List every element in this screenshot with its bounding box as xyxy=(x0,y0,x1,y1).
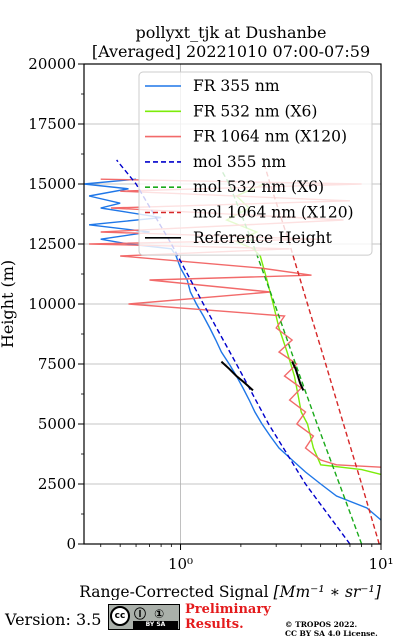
legend-label: FR 355 nm xyxy=(193,77,280,95)
by-sa-icon: Ⓘ ① xyxy=(134,607,167,621)
series-line-reference-height xyxy=(291,361,305,391)
x-tick-label: 10¹ xyxy=(368,555,393,573)
preliminary-notice: Preliminary Results. xyxy=(185,602,271,632)
chart-canvas: 0 2500 5000 7500 10000 12500 15000 17500 20000 10… xyxy=(0,23,394,600)
y-axis-label: Height (m) xyxy=(0,260,17,348)
cc-license-badge: cc Ⓘ ① BY SA xyxy=(108,604,180,630)
series-line-mol-1064-nm-x120- xyxy=(262,159,380,545)
y-tick-label: 5000 xyxy=(38,415,76,433)
legend: FR 355 nm FR 532 nm (X6) FR 1064 nm (X120)… xyxy=(138,71,373,256)
preliminary-line2: Results. xyxy=(185,617,244,632)
axis-ticks: 0 2500 5000 7500 10000 12500 15000 17500 20000 10… xyxy=(28,55,393,573)
series-line-reference-height xyxy=(220,360,254,392)
y-tick-label: 7500 xyxy=(38,355,76,373)
legend-label: FR 1064 nm (X120) xyxy=(193,128,347,146)
legend-label: mol 1064 nm (X120) xyxy=(193,204,354,222)
cc-badge-text: BY SA xyxy=(133,621,178,629)
y-tick-label: 2500 xyxy=(38,475,76,493)
preliminary-line1: Preliminary xyxy=(185,602,271,617)
tropos-line2: CC BY SA 4.0 License. xyxy=(285,629,378,638)
legend-label: mol 355 nm xyxy=(193,153,286,171)
y-tick-label: 15000 xyxy=(28,175,76,193)
tropos-line1: © TROPOS 2022. xyxy=(285,620,358,629)
y-tick-label: 0 xyxy=(66,535,76,553)
legend-label: FR 532 nm (X6) xyxy=(193,102,317,120)
cc-icon: cc xyxy=(110,606,130,626)
y-tick-label: 17500 xyxy=(28,115,76,133)
legend-label: mol 532 nm (X6) xyxy=(193,178,324,196)
y-tick-label: 10000 xyxy=(28,295,76,313)
tropos-copyright: © TROPOS 2022. CC BY SA 4.0 License. xyxy=(285,620,378,638)
chart-subtitle: [Averaged] 20221010 07:00-07:59 xyxy=(92,42,370,61)
y-tick-label: 20000 xyxy=(28,55,76,73)
version-label: Version: 3.5 xyxy=(5,610,102,629)
chart-title: pollyxt_tjk at Dushanbe xyxy=(135,23,326,42)
x-tick-label: 10⁰ xyxy=(168,555,193,573)
legend-label: Reference Height xyxy=(193,229,333,247)
x-axis-label: Range-Corrected Signal [Mm⁻¹ ∗ sr⁻¹] xyxy=(79,583,381,600)
y-tick-label: 12500 xyxy=(28,235,76,253)
legend-box xyxy=(138,71,373,256)
